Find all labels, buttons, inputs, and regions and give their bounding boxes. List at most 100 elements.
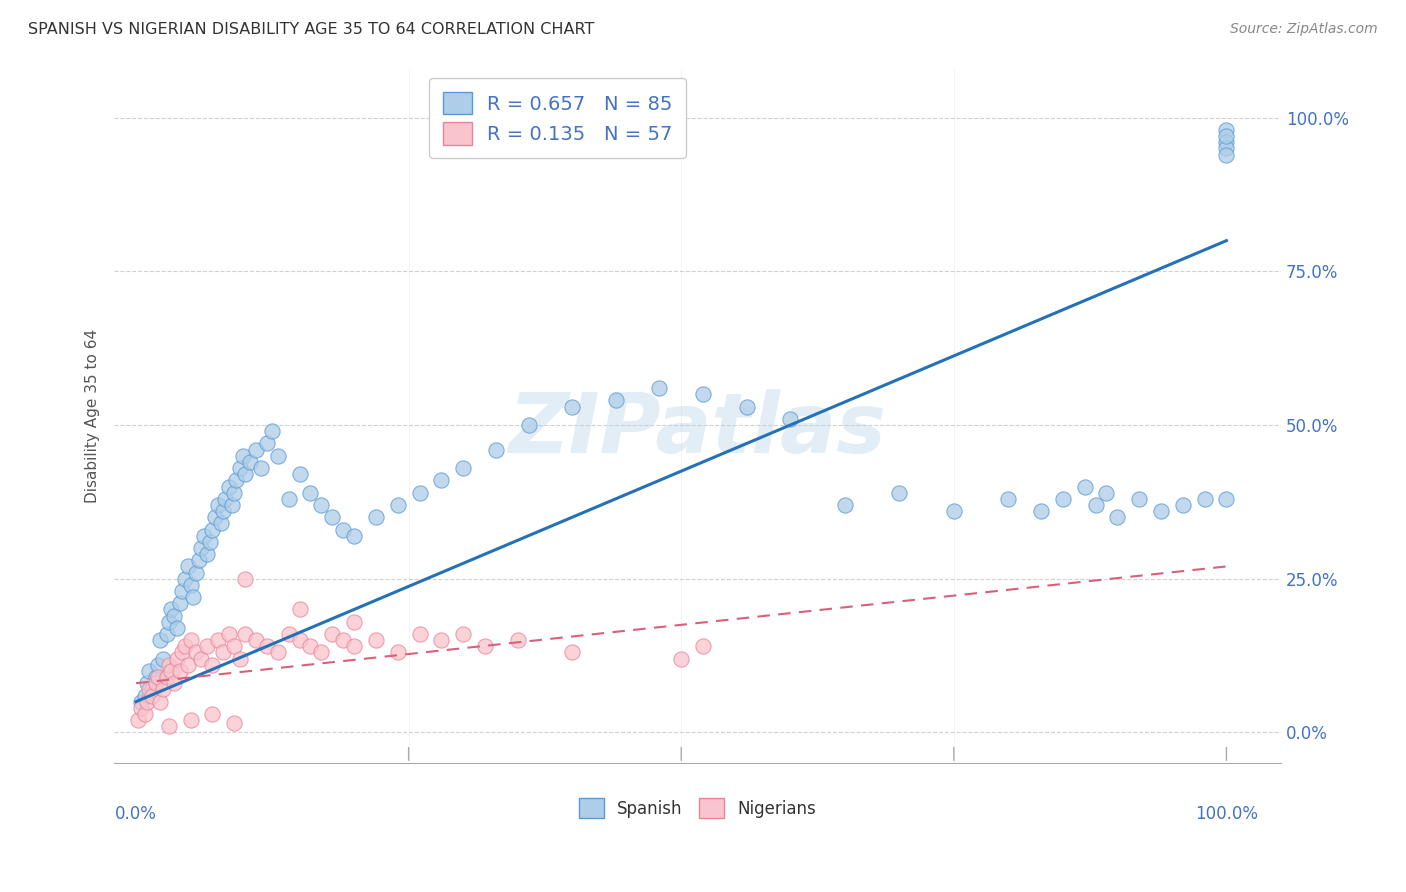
Point (474, 640, 496, 654)
Point (169, 596, 191, 610)
Point (131, 701, 153, 715)
Point (181, 590, 204, 604)
Point (288, 633, 311, 648)
Point (135, 695, 157, 709)
Point (163, 608, 186, 623)
Point (155, 627, 177, 641)
Point (364, 633, 387, 648)
Point (250, 461, 273, 475)
Point (152, 651, 174, 665)
Point (193, 529, 215, 543)
Point (451, 627, 474, 641)
Point (942, 504, 965, 518)
Point (221, 498, 243, 512)
Point (311, 645, 333, 659)
Point (188, 553, 211, 567)
Point (1215, 136, 1237, 150)
Point (1128, 491, 1150, 506)
Point (262, 424, 284, 438)
Point (245, 633, 267, 648)
Legend: Spanish, Nigerians: Spanish, Nigerians (572, 792, 823, 824)
Point (430, 474, 453, 488)
Point (212, 645, 235, 659)
Text: 100.0%: 100.0% (1195, 805, 1258, 822)
Point (1095, 485, 1118, 500)
Point (180, 633, 202, 648)
Point (1215, 141, 1237, 155)
Point (177, 559, 200, 574)
Point (225, 474, 247, 488)
Point (671, 651, 693, 665)
Point (1029, 504, 1052, 518)
Point (1073, 479, 1095, 493)
Point (997, 491, 1019, 506)
Point (141, 682, 163, 697)
Text: ZIPatlas: ZIPatlas (509, 389, 887, 470)
Point (299, 640, 322, 654)
Point (692, 640, 714, 654)
Point (1215, 147, 1237, 161)
Point (138, 682, 160, 697)
Point (218, 479, 240, 493)
Point (256, 640, 278, 654)
Point (321, 627, 343, 641)
Point (889, 485, 911, 500)
Point (174, 640, 197, 654)
Point (152, 682, 174, 697)
Point (321, 510, 343, 524)
Point (387, 498, 409, 512)
Point (195, 640, 218, 654)
Point (214, 491, 236, 506)
Point (204, 510, 226, 524)
Point (195, 547, 218, 561)
Point (228, 461, 250, 475)
Point (1215, 129, 1237, 144)
Point (735, 400, 758, 414)
Point (224, 640, 246, 654)
Point (184, 645, 207, 659)
Point (201, 706, 224, 721)
Point (180, 713, 202, 727)
Point (1107, 510, 1129, 524)
Point (190, 651, 212, 665)
Point (218, 627, 240, 641)
Point (157, 657, 180, 672)
Text: Source: ZipAtlas.com: Source: ZipAtlas.com (1230, 22, 1378, 37)
Point (332, 523, 354, 537)
Point (163, 676, 186, 690)
Point (149, 633, 172, 648)
Point (387, 645, 409, 659)
Point (170, 645, 193, 659)
Point (311, 498, 333, 512)
Point (160, 664, 183, 678)
Point (212, 504, 235, 518)
Y-axis label: Disability Age 35 to 64: Disability Age 35 to 64 (86, 329, 100, 503)
Point (232, 449, 254, 463)
Point (506, 633, 529, 648)
Point (224, 716, 246, 731)
Point (561, 645, 583, 659)
Point (157, 615, 180, 629)
Point (1171, 498, 1194, 512)
Point (430, 633, 453, 648)
Point (169, 664, 191, 678)
Point (779, 412, 801, 426)
Point (141, 689, 163, 703)
Point (146, 657, 169, 672)
Point (267, 645, 290, 659)
Point (228, 651, 250, 665)
Point (160, 602, 183, 616)
Point (233, 572, 256, 586)
Point (166, 651, 188, 665)
Point (343, 640, 366, 654)
Point (198, 534, 221, 549)
Point (451, 461, 474, 475)
Point (157, 719, 180, 733)
Point (517, 418, 540, 433)
Point (135, 676, 157, 690)
Point (145, 676, 167, 690)
Point (131, 695, 153, 709)
Point (1052, 491, 1074, 506)
Text: SPANISH VS NIGERIAN DISABILITY AGE 35 TO 64 CORRELATION CHART: SPANISH VS NIGERIAN DISABILITY AGE 35 TO… (28, 22, 595, 37)
Point (256, 436, 278, 450)
